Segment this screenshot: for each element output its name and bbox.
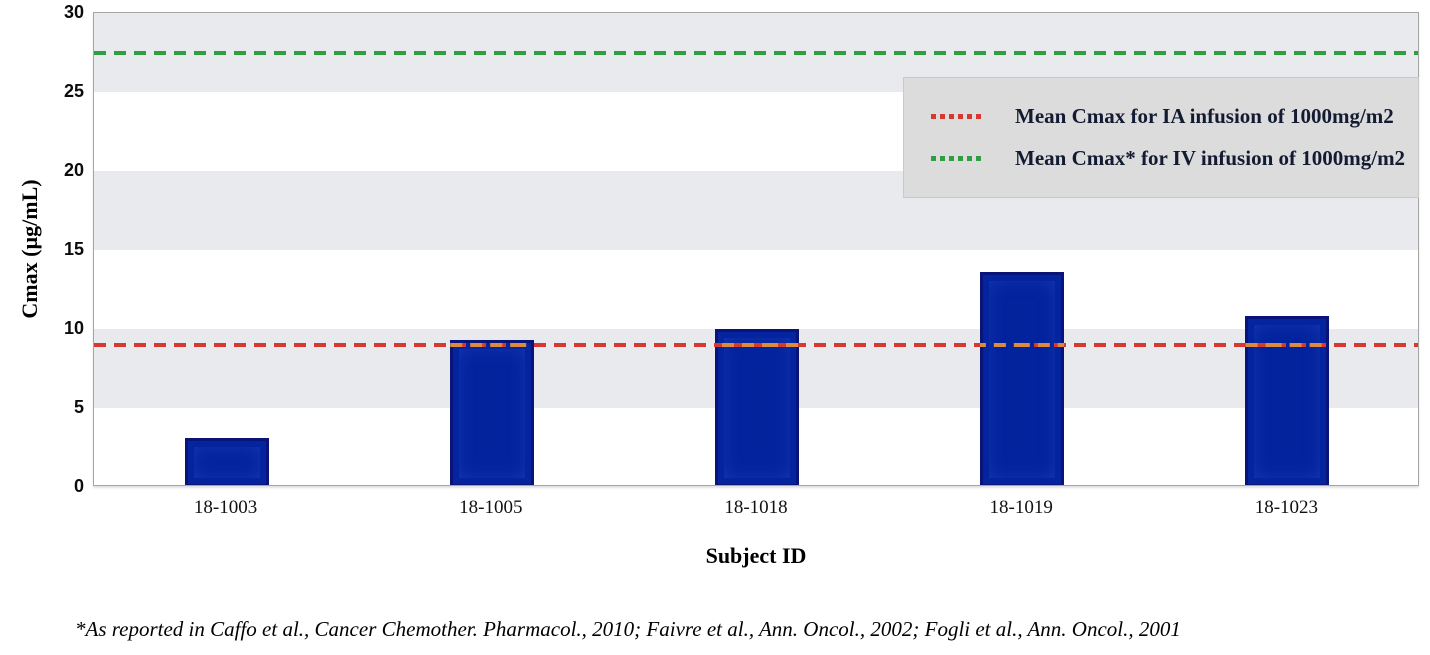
ia-line-over-bar-segment — [715, 342, 799, 347]
ia-line-over-bar-segment — [449, 342, 534, 347]
bar — [449, 340, 534, 485]
legend-label-ia: Mean Cmax for IA infusion of 1000mg/m2 — [1015, 104, 1394, 128]
legend: Mean Cmax for IA infusion of 1000mg/m2 M… — [903, 77, 1419, 198]
iv-dashed-line-sample — [931, 156, 981, 161]
y-tick-label: 25 — [63, 81, 84, 101]
y-tick-label: 15 — [63, 239, 84, 259]
ia-line-over-bar-segment — [980, 342, 1065, 347]
ia-line-over-bar-segment — [1245, 342, 1330, 347]
x-axis-title: Subject ID — [705, 543, 807, 568]
bar — [715, 329, 799, 485]
bar — [184, 438, 269, 485]
legend-item-ia: Mean Cmax for IA infusion of 1000mg/m2 — [931, 103, 1418, 130]
x-tick-label: 18-1005 — [459, 497, 523, 518]
y-tick-label: 10 — [63, 318, 84, 338]
bar — [1245, 316, 1330, 485]
x-tick-label: 18-1019 — [989, 497, 1053, 518]
x-tick-label: 18-1023 — [1254, 497, 1319, 518]
legend-item-iv: Mean Cmax* for IV infusion of 1000mg/m2 — [931, 145, 1418, 172]
y-tick-label: 5 — [73, 397, 84, 417]
ia-dashed-line-sample — [931, 114, 981, 119]
x-tick-label: 18-1003 — [193, 497, 258, 518]
footnote: *As reported in Caffo et al., Cancer Che… — [75, 617, 1181, 641]
y-tick-label: 30 — [63, 2, 84, 22]
y-tick-label: 0 — [73, 476, 84, 496]
y-tick-label: 20 — [63, 160, 84, 180]
x-tick-label: 18-1018 — [724, 497, 788, 518]
iv-reference-line — [94, 50, 1418, 55]
bar — [980, 272, 1065, 485]
legend-label-iv: Mean Cmax* for IV infusion of 1000mg/m2 — [1015, 146, 1406, 170]
